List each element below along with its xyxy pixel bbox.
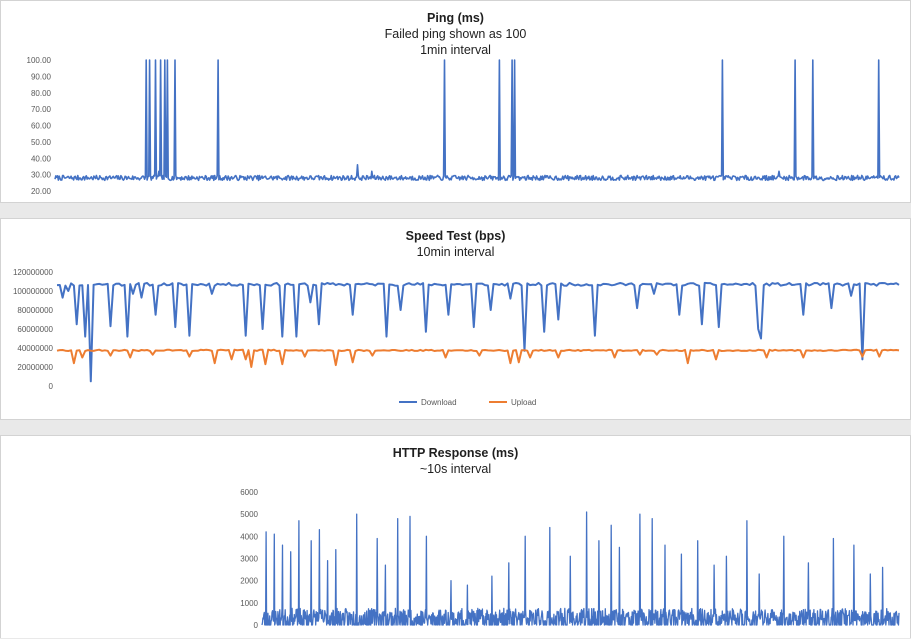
y-tick-label: 20.00 — [31, 187, 52, 196]
y-tick-label: 6000 — [240, 488, 258, 497]
y-tick-label: 80000000 — [17, 306, 53, 315]
y-tick-label: 50.00 — [31, 138, 52, 147]
y-tick-label: 100.00 — [27, 56, 52, 65]
speed-test-chart-panel: Speed Test (bps) 10min interval 12000000… — [0, 218, 911, 420]
ping-series-line — [54, 59, 900, 182]
ping-chart-panel: Ping (ms) Failed ping shown as 100 1min … — [0, 0, 911, 203]
y-tick-label: 5000 — [240, 510, 258, 519]
y-tick-label: 3000 — [240, 555, 258, 564]
y-tick-label: 60000000 — [17, 325, 53, 334]
ping-subtitle-2: 1min interval — [420, 43, 491, 57]
http-series-line — [261, 511, 900, 626]
y-tick-label: 30.00 — [31, 171, 52, 180]
y-tick-label: 40000000 — [17, 344, 53, 353]
legend-label-download: Download — [421, 398, 457, 407]
speed-plot: 120000000 100000000 80000000 60000000 400000… — [13, 268, 900, 407]
speed-title: Speed Test (bps) — [405, 229, 506, 243]
y-tick-label: 1000 — [240, 599, 258, 608]
y-tick-label: 90.00 — [31, 72, 52, 81]
legend-label-upload: Upload — [511, 398, 536, 407]
y-tick-label: 2000 — [240, 577, 258, 586]
y-tick-label: 0 — [254, 621, 259, 630]
y-tick-label: 80.00 — [31, 89, 52, 98]
y-tick-label: 4000 — [240, 532, 258, 541]
y-tick-label: 100000000 — [13, 287, 54, 296]
y-tick-label: 40.00 — [31, 154, 52, 163]
speed-subtitle-1: 10min interval — [416, 245, 495, 259]
speed-series-upload — [56, 348, 900, 368]
http-subtitle-1: ~10s interval — [419, 462, 492, 476]
y-tick-label: 70.00 — [31, 105, 52, 114]
y-tick-label: 120000000 — [13, 268, 54, 277]
y-tick-label: 60.00 — [31, 122, 52, 131]
http-title: HTTP Response (ms) — [392, 446, 519, 460]
ping-title: Ping (ms) — [427, 11, 484, 25]
http-plot: 6000 5000 4000 3000 2000 1000 0 — [240, 488, 900, 630]
y-tick-label: 0 — [49, 382, 54, 391]
y-tick-label: 20000000 — [17, 363, 53, 372]
ping-subtitle-1: Failed ping shown as 100 — [384, 27, 527, 41]
http-response-chart-panel: HTTP Response (ms) ~10s interval 6000 500… — [0, 435, 911, 638]
speed-series-download — [56, 281, 900, 383]
ping-plot: 100.00 90.00 80.00 70.00 60.00 50.00 40.00 30.0… — [27, 56, 900, 196]
